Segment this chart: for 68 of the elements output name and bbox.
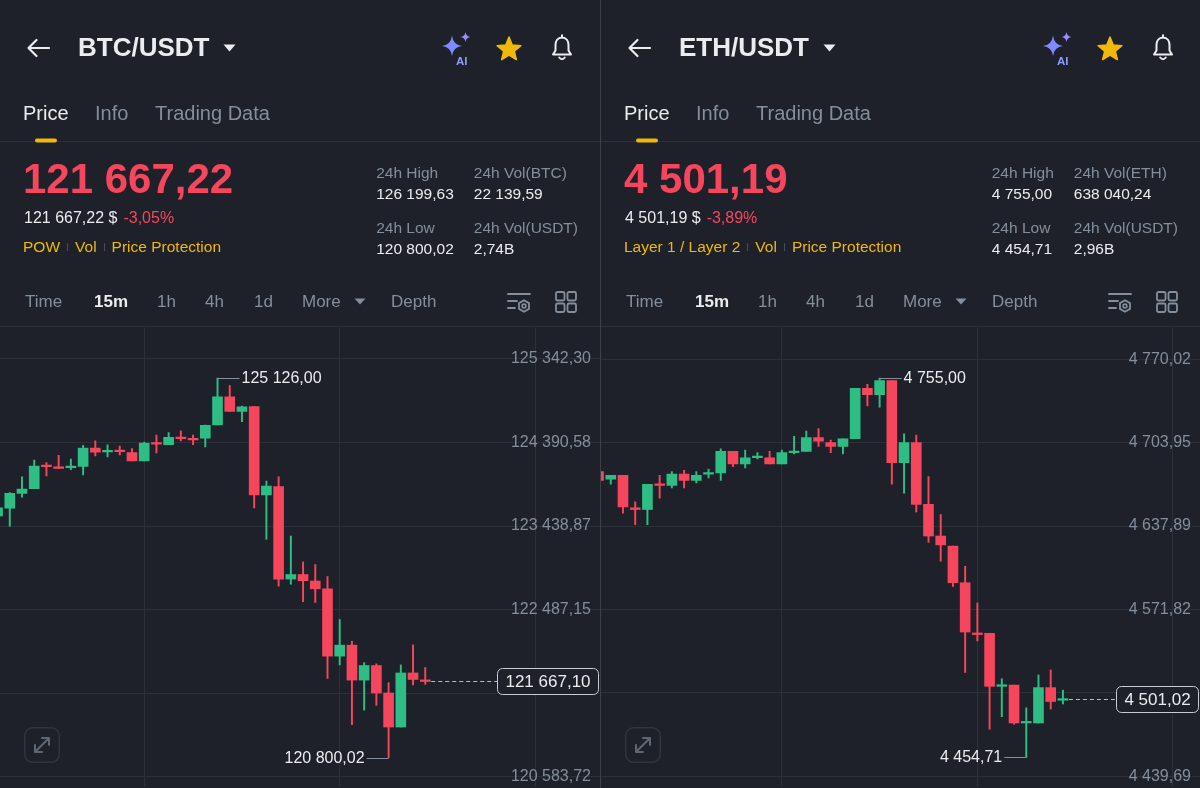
annotation: 4 755,00 xyxy=(903,368,966,386)
text: Trading Data xyxy=(756,101,871,125)
text: AI xyxy=(1057,55,1069,68)
text: Price xyxy=(624,101,670,125)
y-tick-label: 4 703,95 xyxy=(1128,433,1192,451)
text: More xyxy=(903,292,942,312)
text: 1d xyxy=(855,292,874,312)
chart-title: BTC/USDT xyxy=(78,32,210,63)
text: 24h Low xyxy=(991,218,1051,238)
text: 4h xyxy=(205,292,224,312)
text: Price Protection xyxy=(791,238,902,256)
text: 24h High xyxy=(991,163,1054,183)
text: Time xyxy=(626,292,664,312)
text: Time xyxy=(25,292,63,312)
annotation: 125 126,00 xyxy=(241,368,322,386)
text: AI xyxy=(456,55,468,68)
y-tick-label: 125 342,30 xyxy=(510,349,592,367)
text: 24h High xyxy=(376,163,439,183)
text: 24h Vol(USDT) xyxy=(1073,218,1178,238)
y-tick-label: 122 487,15 xyxy=(510,599,592,617)
text: 15m xyxy=(695,292,730,312)
text: Depth xyxy=(992,292,1038,312)
ref-line-label: 4 501,02 xyxy=(1124,689,1191,709)
text: POW xyxy=(23,238,61,256)
text: 2,74B xyxy=(473,239,515,259)
text: 1h xyxy=(758,292,777,312)
chart-subtitle: 121 667,22 xyxy=(23,154,234,204)
chart-title: ETH/USDT xyxy=(679,32,809,63)
y-tick-label: 4 637,89 xyxy=(1128,516,1192,534)
text: Vol xyxy=(755,238,777,256)
text: 24h Vol(USDT) xyxy=(473,218,578,238)
text: Price Protection xyxy=(111,238,222,256)
text: 4 755,00 xyxy=(991,184,1053,204)
text: Trading Data xyxy=(155,101,270,125)
text: Info xyxy=(95,101,129,125)
text: Layer 1 / Layer 2 xyxy=(624,238,741,256)
text: 121 667,22 $ xyxy=(24,208,118,228)
text: 4 501,19 $ xyxy=(625,208,701,228)
text: 4 454,71 xyxy=(991,239,1053,259)
text: 22 139,59 xyxy=(473,184,543,204)
annotation: 4 454,71 xyxy=(939,747,1003,765)
chart-subtitle: 4 501,19 xyxy=(624,154,788,204)
y-tick-label: 4 770,02 xyxy=(1128,349,1192,367)
y-tick-label: 4 571,82 xyxy=(1128,599,1192,617)
annotation: 120 800,02 xyxy=(284,748,365,766)
text: Depth xyxy=(391,292,437,312)
text: -3,05% xyxy=(123,208,175,228)
text: 4h xyxy=(806,292,825,312)
y-tick-label: 123 438,87 xyxy=(510,516,592,534)
text: More xyxy=(302,292,341,312)
text: 120 800,02 xyxy=(376,239,454,259)
text: 126 199,63 xyxy=(376,184,454,204)
text: 2,96B xyxy=(1073,239,1115,259)
text: Vol xyxy=(75,238,97,256)
y-tick-label: 4 439,69 xyxy=(1128,766,1192,784)
y-tick-label: 124 390,58 xyxy=(510,432,592,450)
text: 638 040,24 xyxy=(1073,184,1152,204)
text: 1h xyxy=(157,292,176,312)
text: 24h Vol(BTC) xyxy=(473,163,567,183)
y-tick-label: 120 583,72 xyxy=(510,766,592,784)
text: Info xyxy=(696,101,730,125)
text: -3,89% xyxy=(706,208,758,228)
text: 1d xyxy=(254,292,273,312)
text: 15m xyxy=(94,292,129,312)
text: 24h Low xyxy=(376,218,435,238)
ref-line-label: 121 667,10 xyxy=(505,671,591,691)
text: 24h Vol(ETH) xyxy=(1073,163,1167,183)
text: Price xyxy=(23,101,69,125)
